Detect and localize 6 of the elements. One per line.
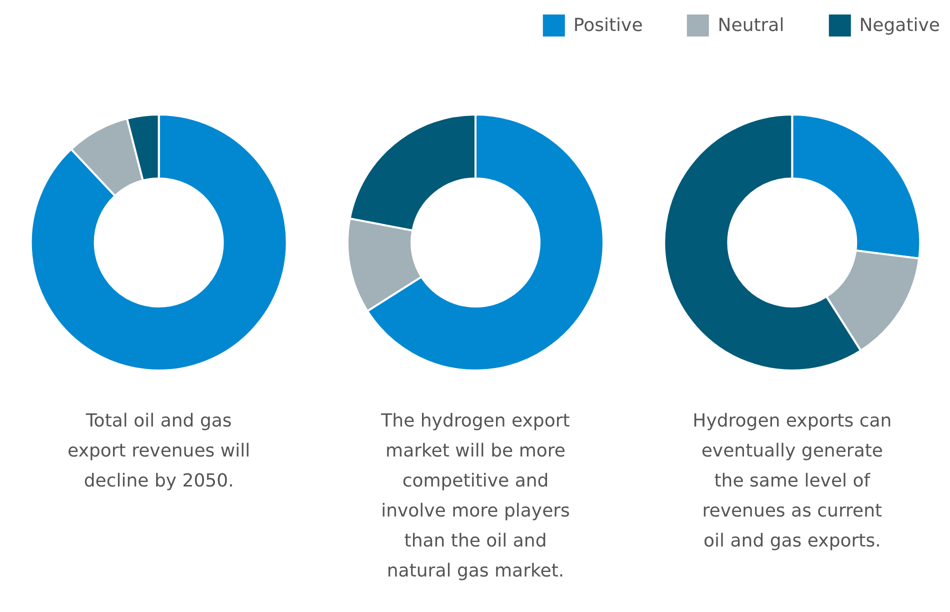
legend-label: Negative xyxy=(859,14,940,36)
legend-label: Neutral xyxy=(718,14,784,36)
text: Total oil and gas export revenues will decline by 2050. xyxy=(68,410,250,492)
legend-label: Positive xyxy=(573,14,643,36)
text: Hydrogen exports can eventually generate the same level of revenues as current oil and gas exports. xyxy=(692,410,892,552)
text: The hydrogen export market will be more competitive and involve more players than the oil and natural gas market. xyxy=(380,410,570,582)
